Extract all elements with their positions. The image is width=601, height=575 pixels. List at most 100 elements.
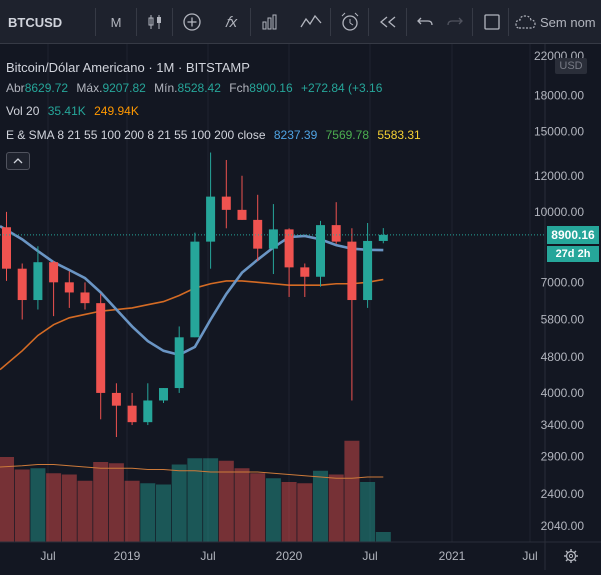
toolbar-divider	[95, 8, 96, 36]
price-tick-label: 3400.00	[541, 418, 585, 432]
time-tick-label: 2020	[276, 549, 303, 563]
indicators-button[interactable]: 𝑓x	[216, 0, 246, 44]
volume-label: Vol 20	[6, 104, 40, 118]
close-label: Fch	[229, 81, 250, 95]
candle-body	[300, 267, 310, 277]
volume-bar	[0, 457, 14, 542]
volume-bar	[218, 460, 234, 542]
layout-button[interactable]	[296, 0, 326, 44]
toolbar-divider	[330, 8, 331, 36]
price-tick-label: 12000.00	[534, 169, 584, 183]
collapse-legend-button[interactable]	[6, 152, 30, 170]
axes	[0, 44, 601, 570]
volume-bar	[187, 458, 203, 542]
toolbar-divider	[136, 8, 137, 36]
alert-button[interactable]	[336, 0, 364, 44]
candles	[2, 152, 388, 438]
undo-icon	[417, 17, 433, 26]
price-tick-label: 5800.00	[541, 312, 585, 326]
redo-button[interactable]	[442, 0, 468, 44]
price-tick-label: 2900.00	[541, 449, 585, 463]
indicator-value-b: 7569.78	[325, 128, 369, 142]
redo-icon	[447, 17, 463, 26]
time-tick-label: 2021	[439, 549, 466, 563]
time-tick-label: 2019	[114, 549, 141, 563]
chart-pane[interactable]: 22000.00 18000.00 15000.00 12000.00 10000.00…	[0, 44, 601, 570]
currency-label[interactable]: USD	[555, 58, 587, 74]
symbol-search-button[interactable]: BTCUSD	[8, 14, 63, 30]
price-tick-label: 4000.00	[541, 386, 585, 400]
alarm-clock-icon	[341, 12, 359, 31]
candle-body	[331, 225, 341, 242]
candle-body	[221, 196, 231, 210]
candle-body	[174, 337, 184, 389]
volume-bar	[171, 464, 187, 542]
undo-button[interactable]	[412, 0, 438, 44]
toolbar-divider	[368, 8, 369, 36]
function-icon: 𝑓x	[224, 13, 238, 31]
candle-body	[190, 241, 200, 338]
price-tick-label: 10000.00	[534, 205, 584, 219]
cloud-icon	[515, 15, 536, 29]
square-icon	[484, 14, 500, 30]
volume-bar	[108, 463, 124, 542]
replay-button[interactable]	[374, 0, 402, 44]
low-value: 8528.42	[177, 81, 221, 95]
volume-bar	[46, 473, 62, 542]
time-tick-label: Jul	[362, 549, 377, 563]
candle-body	[347, 241, 357, 301]
price-tick-label: 7000.00	[541, 275, 585, 289]
volume-bar	[61, 474, 77, 542]
toolbar-divider	[172, 8, 173, 36]
volume-bar	[30, 468, 46, 542]
candle-style-button[interactable]	[141, 0, 169, 44]
chart-canvas[interactable]: 22000.0018000.0015000.0012000.0010000.00…	[0, 44, 601, 570]
fullscreen-button[interactable]	[480, 0, 504, 44]
volume-bars	[0, 440, 391, 542]
candle-body	[378, 234, 388, 241]
candle-body	[316, 225, 325, 277]
gear-icon	[564, 549, 578, 563]
candle-body	[127, 405, 137, 423]
chart-settings-button[interactable]	[560, 546, 582, 566]
toolbar-divider	[250, 8, 251, 36]
volume-ma-value: 249.94K	[94, 104, 139, 118]
rewind-icon	[379, 16, 396, 28]
volume-legend: Vol 20 35.41K 249.94K	[6, 104, 144, 118]
volume-bar	[281, 482, 297, 542]
compare-button[interactable]	[177, 0, 207, 44]
bar-chart-icon	[262, 14, 277, 30]
symbol-title: Bitcoin/Dólar Americano · 1M · BITSTAMP	[6, 60, 250, 75]
candle-body	[111, 392, 121, 406]
volume-bar	[360, 482, 376, 542]
time-tick-label: Jul	[522, 549, 537, 563]
interval-button[interactable]: M	[110, 14, 122, 30]
indicator-value-c: 5583.31	[377, 128, 421, 142]
volume-bar	[344, 440, 360, 542]
close-value: 8900.16	[249, 81, 293, 95]
candle-body	[2, 227, 11, 269]
templates-button[interactable]	[256, 0, 284, 44]
volume-bar	[313, 470, 328, 542]
price-tick-label: 2040.00	[541, 519, 585, 533]
volume-bar	[93, 462, 109, 542]
candle-body	[206, 196, 216, 242]
volume-bar	[77, 480, 93, 542]
time-tick-label: Jul	[200, 549, 215, 563]
save-layout-button[interactable]: Sem nom	[514, 0, 601, 44]
price-tick-label: 2400.00	[541, 487, 585, 501]
candle-body	[237, 209, 247, 220]
volume-bar	[297, 483, 313, 542]
volume-bar	[124, 480, 140, 542]
price-tick-label: 18000.00	[534, 89, 584, 103]
candle-body	[363, 240, 373, 301]
volume-bar	[140, 483, 156, 542]
volume-bar	[156, 484, 171, 542]
candle-body	[49, 262, 59, 283]
toolbar-divider	[472, 8, 473, 36]
toolbar-divider	[406, 8, 407, 36]
candle-body	[64, 282, 74, 293]
price-tick-label: 15000.00	[534, 125, 584, 139]
change-value: +272.84 (+3.16	[301, 81, 383, 95]
candle-body	[143, 400, 153, 423]
